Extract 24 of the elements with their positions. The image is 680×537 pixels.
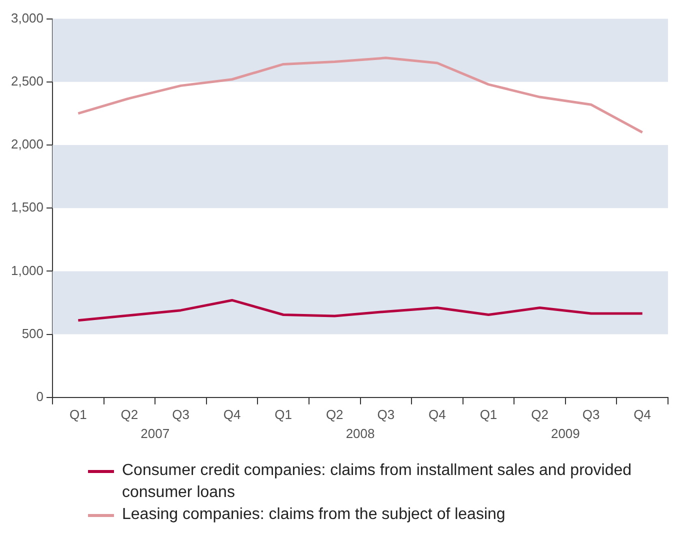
y-tick-label: 2,500 — [10, 73, 44, 88]
y-tick-label: 2,000 — [10, 136, 44, 152]
x-tick-label: Q4 — [428, 406, 446, 422]
y-tick-label: 0 — [36, 388, 44, 404]
text: 2007 — [140, 426, 170, 442]
y-tick-label: 1,000 — [10, 262, 44, 278]
y-tick-label: 500 — [22, 326, 44, 341]
x-tick-label: Q3 — [377, 406, 395, 422]
legend-label: Leasing companies: claims from the subject of leasing — [122, 505, 506, 525]
x-tick-label: Q2 — [531, 406, 548, 422]
legend-label: Consumer credit companies: claims from installment sales and provided consumer loans — [122, 461, 633, 503]
x-tick-label: Q2 — [120, 406, 138, 422]
x-tick-label: Q3 — [172, 406, 190, 422]
x-tick-label: Q1 — [480, 406, 498, 422]
x-tick-label: Q4 — [223, 406, 241, 422]
x-tick-label: Q3 — [582, 406, 600, 422]
text: 2009 — [550, 426, 580, 442]
x-tick-label: Q1 — [70, 406, 87, 422]
x-tick-label: Q4 — [634, 406, 652, 422]
x-tick-label: Q2 — [326, 406, 344, 422]
x-tick-label: Q1 — [274, 406, 292, 422]
y-tick-label: 1,500 — [10, 200, 44, 215]
y-tick-label: 3,000 — [10, 10, 44, 26]
text: 2008 — [346, 426, 375, 442]
